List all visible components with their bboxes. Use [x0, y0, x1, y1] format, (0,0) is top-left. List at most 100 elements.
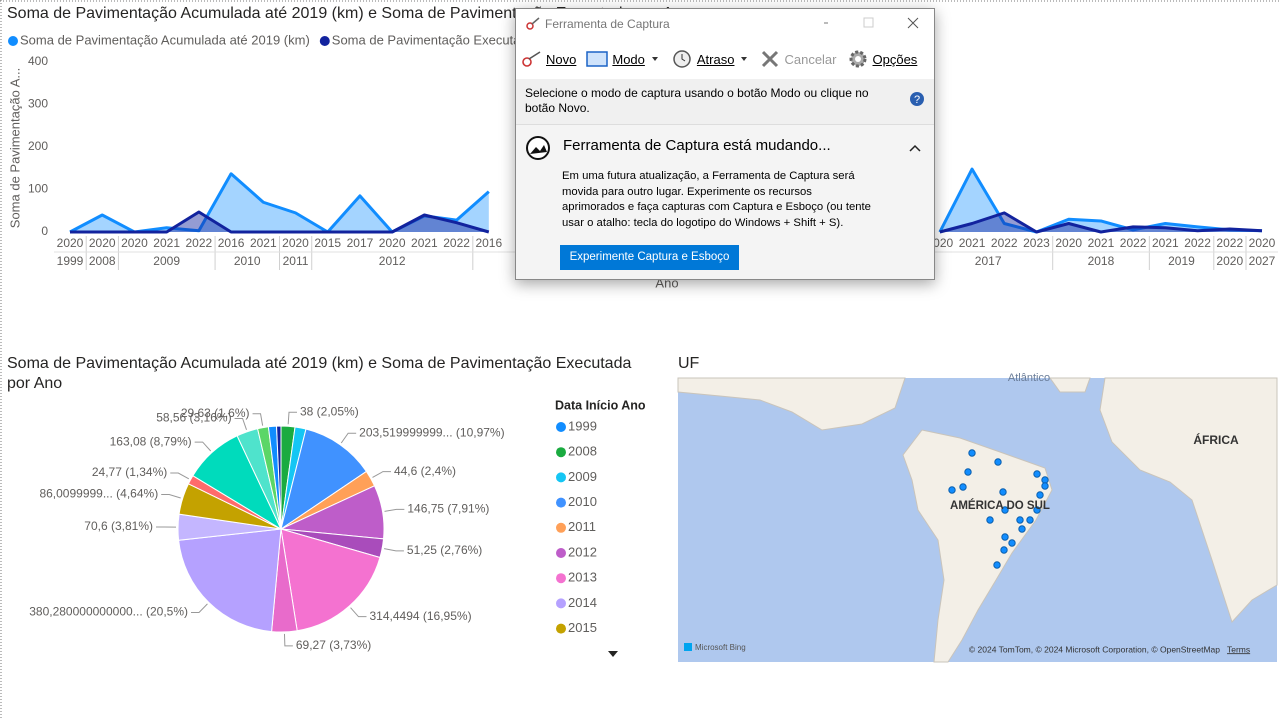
map-point [948, 486, 956, 494]
leader-line [384, 508, 405, 512]
x-tick-label: 2020 [282, 236, 309, 250]
notice-line: Em uma futura atualização, a Ferramenta … [562, 170, 855, 182]
map-attribution: © 2024 TomTom, © 2024 Microsoft Corporat… [969, 644, 1220, 654]
tool-mode[interactable]: Modo [586, 50, 661, 68]
map-point [964, 468, 972, 476]
map-label: ÁFRICA [1193, 432, 1239, 447]
x-tick-label: 2022 [443, 236, 470, 250]
snipping-tool-dialog: Ferramenta de Captura Novo Modo Atraso C… [515, 8, 935, 280]
legend-marker [556, 472, 566, 483]
x-tick-label: 2022 [1184, 236, 1211, 250]
y-tick-label: 300 [28, 97, 48, 111]
map-point [1000, 546, 1008, 554]
x-tick-label: 2020 [1249, 236, 1276, 250]
map: UF Atlântico ÁFRICA AMÉRICA DO SUL Micro… [677, 355, 1278, 663]
x-tick-label: 2020 [1055, 236, 1082, 250]
legend-scroll[interactable] [608, 651, 618, 657]
leader-line [194, 441, 212, 452]
pie-slice [276, 425, 282, 530]
data-label: 146,75 (7,91%) [407, 502, 489, 516]
svg-text:?: ? [914, 94, 920, 106]
map-point [1033, 506, 1041, 514]
instructions: Selecione o modo de captura usando o bot… [516, 79, 934, 123]
legend-marker [556, 598, 566, 609]
x-tick-label: 2022 [1216, 236, 1243, 250]
map-point [999, 488, 1007, 496]
leader-line [350, 607, 367, 618]
tool-delay[interactable]: Atraso [671, 49, 751, 69]
map-point [1008, 539, 1016, 547]
map-land [1049, 377, 1091, 393]
x-tick-label: 2020 [121, 236, 148, 250]
legend-title: Data Início Ano [555, 398, 646, 412]
try-button[interactable]: Experimente Captura e Esboço [560, 245, 739, 270]
legend-marker [556, 573, 566, 584]
collapse-icon[interactable] [908, 143, 922, 153]
window-controls[interactable] [824, 9, 934, 39]
legend-marker [556, 422, 566, 432]
data-label: 24,77 (1,34%) [92, 465, 167, 479]
leader-line [283, 633, 293, 647]
data-label: 44,6 (2,4%) [394, 464, 456, 478]
legend-label: 2009 [568, 469, 597, 484]
y-tick-label: 100 [28, 182, 48, 196]
x-group-label: 2019 [1168, 254, 1195, 268]
legend-label: Soma de Pavimentação Acumulada até 2019 … [20, 32, 310, 47]
data-label: 86,0099999... (4,64%) [39, 487, 158, 501]
notice-line: aprimorados e faça capturas com Captura … [562, 201, 871, 213]
x-tick-label: 2023 [1023, 236, 1050, 250]
data-label: 70,6 (3,81%) [84, 519, 153, 533]
dialog-title: Ferramenta de Captura [545, 17, 670, 31]
map-point [968, 449, 976, 457]
x-group-label: 2018 [1088, 254, 1115, 268]
app-icon [526, 17, 540, 30]
x-tick-label: 2021 [250, 236, 277, 250]
x-tick-label: 2021 [1088, 236, 1115, 250]
leader-line [252, 413, 264, 426]
help-icon[interactable]: ? [909, 91, 925, 107]
x-group-label: 2010 [234, 254, 261, 268]
x-tick-label: 2021 [153, 236, 180, 250]
x-tick-label: 2015 [314, 236, 341, 250]
map-point [1041, 482, 1049, 490]
x-group-label: 1999 [57, 254, 84, 268]
legend-label: 2013 [568, 570, 597, 585]
toolbar: Novo Modo Atraso Cancelar Opções [516, 39, 934, 79]
tool-label: Novo [546, 51, 577, 67]
x-tick-label: 2020 [89, 236, 116, 250]
instructions-line: Selecione o modo de captura usando o bot… [525, 86, 869, 100]
tool-new[interactable]: Novo [520, 49, 576, 69]
area-fill [939, 212, 1262, 232]
data-label: 163,08 (8,79%) [110, 434, 192, 448]
legend-marker [556, 548, 566, 558]
y-axis-label: Soma de Pavimentação A... [7, 68, 22, 228]
legend-label: 2008 [568, 444, 597, 459]
legend-label: 1999 [568, 418, 597, 433]
leader-line [287, 411, 297, 425]
tool-label: Opções [872, 51, 918, 67]
notice-body: Em uma futura atualização, a Ferramenta … [562, 169, 871, 231]
area-line [938, 167, 1263, 234]
legend-label: 2014 [568, 595, 597, 610]
leader-line [372, 471, 391, 478]
x-tick-label: 2021 [1152, 236, 1179, 250]
data-label: 380,280000000000... (20,5%) [29, 605, 188, 619]
map-point [1016, 516, 1024, 524]
pie-slice [280, 528, 381, 632]
area-fill [70, 173, 489, 232]
legend-marker [556, 497, 566, 508]
pie-slice [178, 528, 282, 633]
legend-marker [319, 36, 330, 46]
x-tick-label: 2016 [475, 236, 502, 250]
notice-line: movida para outro lugar. Experimente os … [562, 185, 812, 198]
x-tick-label: 2020 [57, 236, 84, 250]
pie-title: Soma de Pavimentação Acumulada até 2019 … [7, 355, 632, 392]
y-tick-label: 400 [28, 54, 48, 68]
map-point [959, 483, 967, 491]
map-title: UF [678, 355, 700, 372]
map-terms[interactable]: Terms [1227, 644, 1250, 654]
data-label: 314,4494 (16,95%) [369, 609, 471, 623]
tool-options[interactable]: Opções [847, 48, 918, 70]
data-label: 51,25 (2,76%) [407, 543, 482, 557]
